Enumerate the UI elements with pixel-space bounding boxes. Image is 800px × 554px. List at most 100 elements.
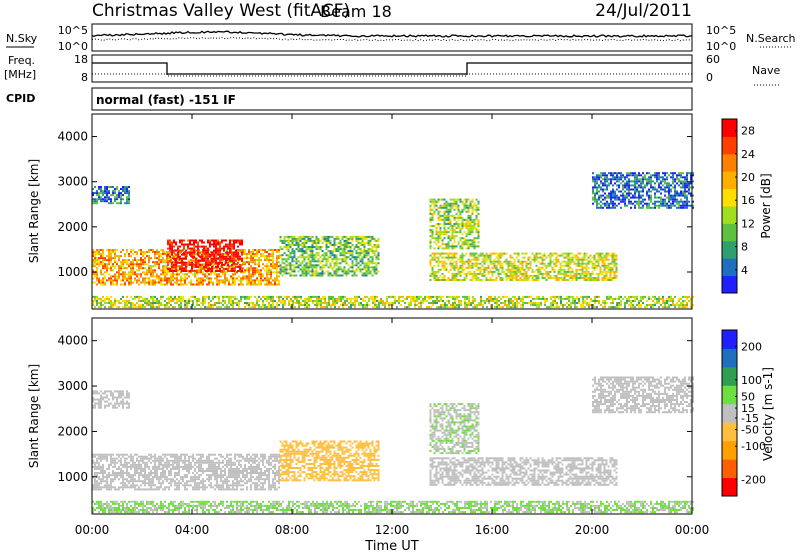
power-echo-cell — [364, 254, 366, 256]
power-echo-cell — [258, 296, 260, 298]
power-echo-cell — [185, 250, 187, 252]
power-echo-cell — [528, 263, 530, 265]
power-echo-cell — [298, 264, 300, 266]
power-echo-cell — [474, 223, 476, 225]
power-echo-cell — [434, 300, 436, 302]
power-echo-cell — [209, 242, 211, 244]
power-echo-cell — [272, 257, 274, 259]
power-echo-cell — [96, 249, 98, 251]
power-echo-cell — [430, 279, 432, 281]
freq-unit: [MHz] — [4, 68, 36, 81]
power-echo-cell — [444, 257, 446, 259]
power-echo-cell — [474, 205, 476, 207]
power-echo-cell — [310, 238, 312, 240]
power-echo-cell — [436, 237, 438, 239]
power-echo-cell — [534, 298, 536, 300]
power-echo-cell — [122, 186, 124, 188]
power-echo-cell — [494, 263, 496, 265]
power-echo-cell — [268, 255, 270, 257]
power-echo-cell — [606, 178, 608, 180]
power-echo-cell — [322, 236, 324, 238]
power-echo-cell — [235, 254, 237, 256]
power-echo-cell — [578, 298, 580, 300]
power-echo-cell — [320, 256, 322, 258]
power-echo-cell — [618, 199, 620, 201]
power-echo-cell — [618, 186, 620, 188]
power-echo-cell — [470, 203, 472, 205]
power-echo-cell — [430, 207, 432, 209]
power-echo-cell — [536, 302, 538, 304]
power-echo-cell — [532, 304, 534, 306]
power-echo-cell — [436, 273, 438, 275]
power-echo-cell — [252, 302, 254, 304]
power-echo-cell — [510, 298, 512, 300]
power-echo-cell — [180, 282, 182, 284]
power-echo-cell — [219, 254, 221, 256]
power-echo-cell — [228, 282, 230, 284]
power-echo-cell — [342, 236, 344, 238]
power-echo-cell — [626, 197, 628, 199]
power-echo-cell — [360, 248, 362, 250]
power-echo-cell — [356, 262, 358, 264]
power-echo-cell — [354, 272, 356, 274]
power-echo-cell — [122, 249, 124, 251]
power-echo-cell — [284, 252, 286, 254]
power-echo-cell — [219, 246, 221, 248]
power-echo-cell — [462, 267, 464, 269]
power-echo-cell — [288, 304, 290, 306]
power-echo-cell — [510, 300, 512, 302]
power-echo-cell — [490, 271, 492, 273]
power-echo-cell — [181, 268, 183, 270]
power-echo-cell — [362, 306, 364, 308]
power-echo-cell — [171, 254, 173, 256]
power-echo-cell — [514, 269, 516, 271]
power-echo-cell — [520, 306, 522, 308]
power-echo-cell — [586, 269, 588, 271]
power-echo-cell — [582, 300, 584, 302]
power-echo-cell — [106, 194, 108, 196]
power-echo-cell — [318, 272, 320, 274]
power-echo-cell — [352, 244, 354, 246]
power-echo-cell — [94, 251, 96, 253]
power-echo-cell — [456, 221, 458, 223]
power-echo-cell — [108, 273, 110, 275]
power-echo-cell — [344, 266, 346, 268]
power-echo-cell — [624, 203, 626, 205]
power-echo-cell — [432, 269, 434, 271]
power-echo-cell — [136, 263, 138, 265]
power-echo-cell — [530, 263, 532, 265]
power-echo-cell — [432, 201, 434, 203]
power-echo-cell — [312, 268, 314, 270]
power-echo-cell — [334, 306, 336, 308]
power-echo-cell — [344, 254, 346, 256]
power-echo-cell — [602, 182, 604, 184]
power-echo-cell — [458, 205, 460, 207]
power-echo-cell — [356, 300, 358, 302]
power-echo-cell — [104, 263, 106, 265]
power-echo-cell — [128, 200, 130, 202]
power-echo-cell — [205, 264, 207, 266]
power-echo-cell — [112, 269, 114, 271]
power-echo-cell — [350, 254, 352, 256]
power-echo-cell — [434, 279, 436, 281]
power-echo-cell — [258, 265, 260, 267]
power-echo-cell — [602, 263, 604, 265]
power-echo-cell — [328, 300, 330, 302]
power-echo-cell — [566, 263, 568, 265]
power-echo-cell — [544, 273, 546, 275]
power-echo-cell — [230, 284, 232, 286]
power-echo-cell — [668, 298, 670, 300]
power-echo-cell — [482, 259, 484, 261]
power-echo-cell — [466, 298, 468, 300]
power-echo-cell — [466, 205, 468, 207]
power-echo-cell — [348, 242, 350, 244]
power-echo-cell — [124, 284, 126, 286]
power-echo-cell — [466, 302, 468, 304]
power-echo-cell — [108, 249, 110, 251]
power-echo-cell — [244, 302, 246, 304]
power-echo-cell — [454, 304, 456, 306]
power-echo-cell — [608, 298, 610, 300]
power-echo-cell — [372, 296, 374, 298]
power-echo-cell — [466, 211, 468, 213]
power-echo-cell — [600, 176, 602, 178]
